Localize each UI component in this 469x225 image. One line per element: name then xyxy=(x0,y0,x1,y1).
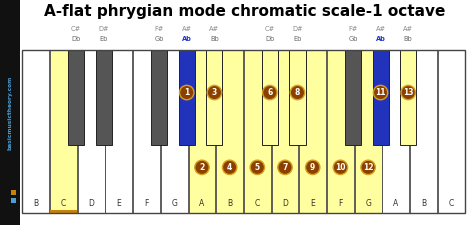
Bar xyxy=(327,50,354,213)
Text: D#: D# xyxy=(292,26,303,32)
Bar xyxy=(299,50,326,213)
Circle shape xyxy=(373,85,388,100)
Circle shape xyxy=(250,160,265,175)
Bar xyxy=(68,50,84,144)
Bar xyxy=(206,50,222,144)
Bar xyxy=(11,190,16,195)
Text: C#: C# xyxy=(265,26,275,32)
Text: B: B xyxy=(33,199,38,208)
Text: D: D xyxy=(88,199,94,208)
Circle shape xyxy=(195,160,209,175)
Text: F: F xyxy=(144,199,149,208)
Bar xyxy=(244,50,271,213)
Bar xyxy=(161,50,188,213)
Circle shape xyxy=(222,160,237,175)
Text: 10: 10 xyxy=(335,163,346,172)
Text: D: D xyxy=(282,199,288,208)
Bar xyxy=(289,50,305,144)
Text: F: F xyxy=(338,199,342,208)
Text: 6: 6 xyxy=(267,88,272,97)
Text: G: G xyxy=(365,199,371,208)
Bar xyxy=(23,50,49,213)
Bar xyxy=(96,50,112,144)
Text: 5: 5 xyxy=(255,163,260,172)
Bar xyxy=(216,50,243,213)
Bar xyxy=(133,50,160,213)
Text: A#: A# xyxy=(210,26,219,32)
Bar xyxy=(400,50,416,144)
Circle shape xyxy=(290,85,305,100)
Text: 8: 8 xyxy=(295,88,300,97)
Text: C#: C# xyxy=(71,26,81,32)
Text: Eb: Eb xyxy=(99,36,108,42)
Bar xyxy=(50,50,77,213)
Text: A#: A# xyxy=(403,26,413,32)
Bar xyxy=(438,50,465,213)
Bar xyxy=(372,50,389,144)
Bar xyxy=(179,50,195,144)
Text: basicmusictheory.com: basicmusictheory.com xyxy=(8,75,13,150)
Text: Gb: Gb xyxy=(348,36,357,42)
Circle shape xyxy=(207,85,222,100)
Circle shape xyxy=(401,85,416,100)
Bar xyxy=(50,209,77,213)
Bar xyxy=(345,50,361,144)
Text: A#: A# xyxy=(182,26,192,32)
Text: A: A xyxy=(199,199,204,208)
Text: Ab: Ab xyxy=(376,36,386,42)
Bar xyxy=(106,50,132,213)
Text: A#: A# xyxy=(376,26,386,32)
Text: G: G xyxy=(171,199,177,208)
Text: F#: F# xyxy=(154,26,164,32)
Text: B: B xyxy=(421,199,426,208)
Text: 1: 1 xyxy=(184,88,189,97)
Text: A-flat phrygian mode chromatic scale-1 octave: A-flat phrygian mode chromatic scale-1 o… xyxy=(44,4,445,19)
Text: 2: 2 xyxy=(199,163,204,172)
Text: 13: 13 xyxy=(403,88,414,97)
Circle shape xyxy=(278,160,292,175)
Text: C: C xyxy=(448,199,454,208)
Text: D#: D# xyxy=(98,26,109,32)
Text: 9: 9 xyxy=(310,163,315,172)
Bar xyxy=(262,50,278,144)
Bar xyxy=(410,50,437,213)
Text: Bb: Bb xyxy=(404,36,413,42)
Bar xyxy=(22,50,465,213)
Text: E: E xyxy=(310,199,315,208)
Text: Eb: Eb xyxy=(293,36,302,42)
Text: E: E xyxy=(116,199,121,208)
Text: Db: Db xyxy=(71,36,81,42)
Bar xyxy=(11,198,16,203)
Bar xyxy=(189,50,215,213)
Text: C: C xyxy=(255,199,260,208)
Text: 7: 7 xyxy=(282,163,287,172)
Bar xyxy=(151,50,167,144)
Text: Ab: Ab xyxy=(182,36,192,42)
Text: F#: F# xyxy=(348,26,357,32)
Text: 12: 12 xyxy=(363,163,373,172)
Bar xyxy=(355,50,382,213)
Text: A: A xyxy=(393,199,398,208)
Text: 4: 4 xyxy=(227,163,232,172)
Circle shape xyxy=(180,85,194,100)
Bar xyxy=(382,50,409,213)
Text: 3: 3 xyxy=(212,88,217,97)
Text: Db: Db xyxy=(265,36,274,42)
Bar xyxy=(78,50,105,213)
Bar xyxy=(0,0,20,225)
Circle shape xyxy=(305,160,320,175)
Circle shape xyxy=(361,160,375,175)
Circle shape xyxy=(333,160,348,175)
Text: Gb: Gb xyxy=(154,36,164,42)
Text: C: C xyxy=(61,199,66,208)
Text: Bb: Bb xyxy=(210,36,219,42)
Bar xyxy=(272,50,298,213)
Text: 11: 11 xyxy=(375,88,386,97)
Text: B: B xyxy=(227,199,232,208)
Circle shape xyxy=(263,85,277,100)
